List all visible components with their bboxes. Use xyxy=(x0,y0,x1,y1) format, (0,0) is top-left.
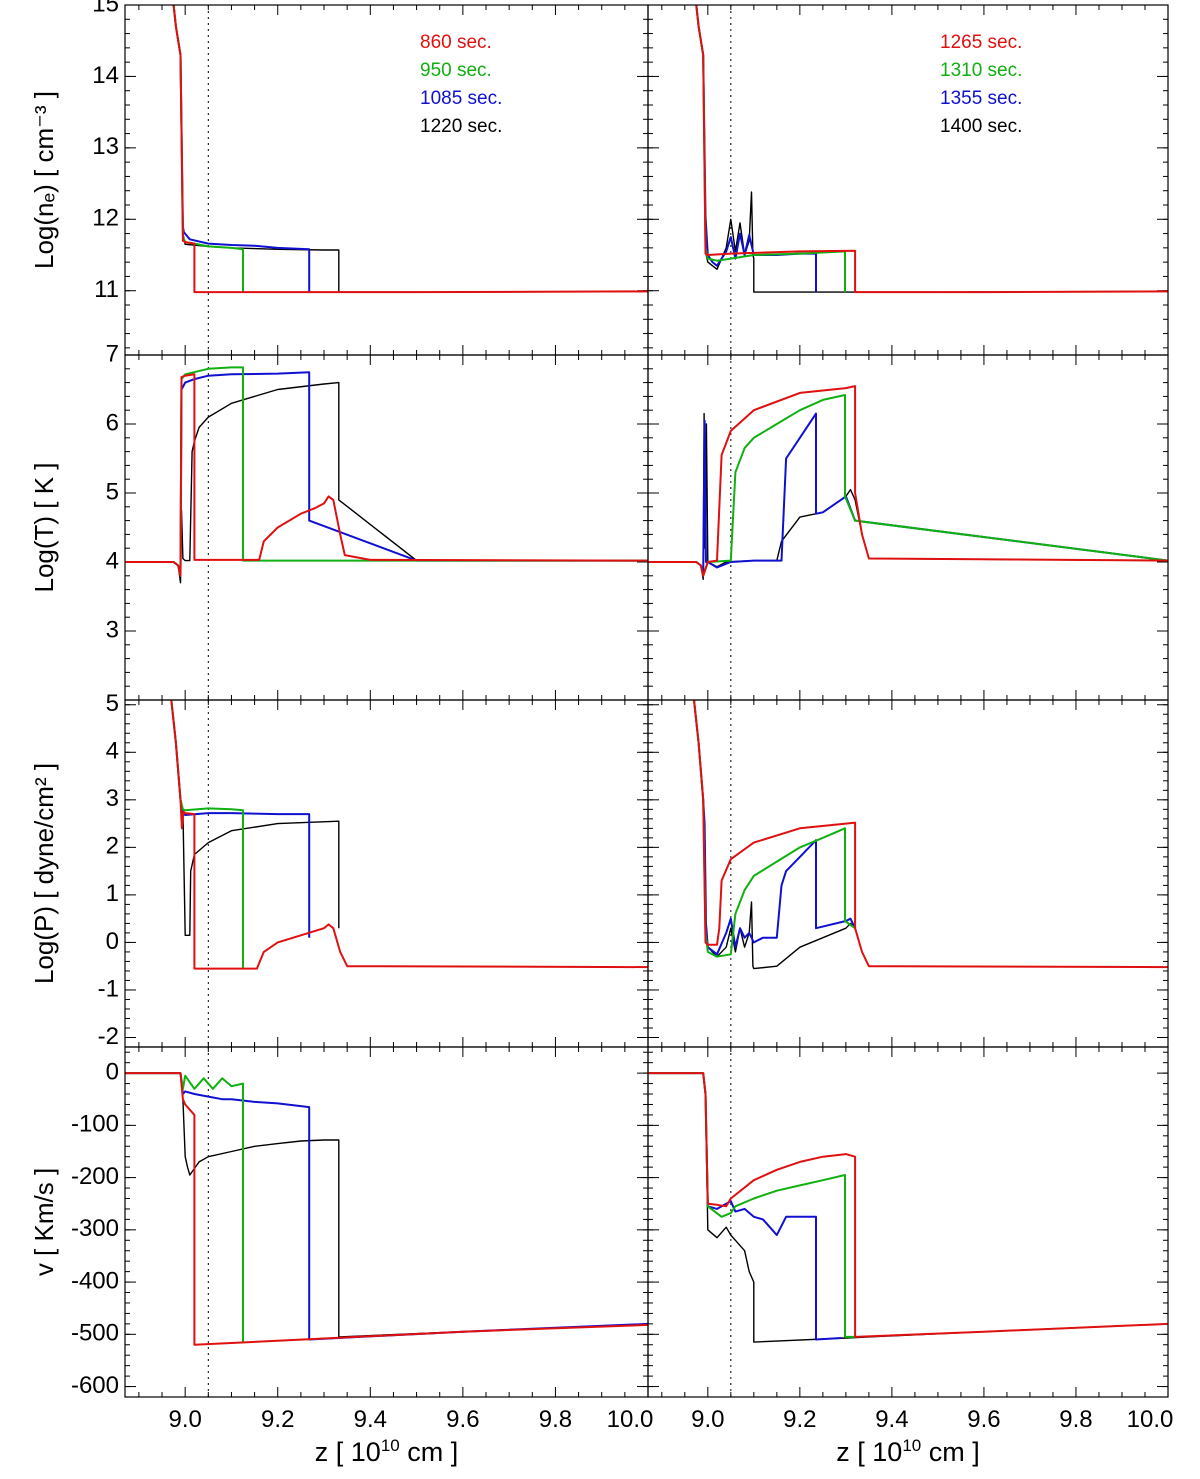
series-line-1265s xyxy=(693,700,1168,969)
series-line-1265s xyxy=(695,5,1168,294)
x-tick-label: 9.6 xyxy=(967,1406,1000,1433)
x-tick-label: 9.8 xyxy=(1059,1406,1092,1433)
y-tick-label: 0 xyxy=(106,1058,119,1085)
x-axis-title-exponent: 10 xyxy=(902,1436,921,1455)
y-tick-label: 13 xyxy=(92,133,119,160)
y-tick-label: -400 xyxy=(71,1267,119,1294)
y-axis-label-density: Log(nₑ) [ cm⁻³ ] xyxy=(29,91,59,269)
x-axis-title-main: z [ 10 xyxy=(836,1437,902,1467)
y-tick-label: 14 xyxy=(92,62,119,89)
y-tick-label: 5 xyxy=(106,478,119,505)
y-tick-label: 0 xyxy=(106,928,119,955)
x-tick-label: 9.6 xyxy=(446,1406,479,1433)
x-tick-label: 9.0 xyxy=(691,1406,724,1433)
y-tick-label: 7 xyxy=(106,340,119,367)
y-tick-label: 3 xyxy=(106,785,119,812)
series-line-860s xyxy=(172,5,648,294)
x-axis-title-main: z [ 10 xyxy=(315,1437,381,1467)
legend-entry: 860 sec. xyxy=(420,32,492,53)
legend-entry: 1400 sec. xyxy=(940,116,1022,137)
series-line-1265s xyxy=(648,1072,1168,1338)
x-tick-label: 9.4 xyxy=(875,1406,908,1433)
y-tick-label: 4 xyxy=(106,547,119,574)
legend-entry: 1220 sec. xyxy=(420,116,502,137)
x-tick-label: 9.0 xyxy=(168,1406,201,1433)
y-tick-label: -2 xyxy=(98,1023,119,1050)
x-tick-label: 10.0 xyxy=(1127,1406,1174,1433)
legend-entry: 1355 sec. xyxy=(940,88,1022,109)
y-axis-label-velocity: v [ Km/s ] xyxy=(29,1168,59,1276)
series-line-860s xyxy=(125,1072,648,1346)
legend-entry: 1085 sec. xyxy=(420,88,502,109)
x-axis-title-unit: cm ] xyxy=(400,1437,459,1467)
y-tick-label: 5 xyxy=(106,690,119,717)
y-axis-label-pressure: Log(P) [ dyne/cm² ] xyxy=(29,763,59,984)
legend-entry: 950 sec. xyxy=(420,60,492,81)
panel-pressure-left: -2 -1 0 1 2 3 4 5 xyxy=(98,690,649,1050)
legend-entry: 1265 sec. xyxy=(940,32,1022,53)
y-tick-label: 6 xyxy=(106,409,119,436)
panel-velocity-left: -600 -500 -400 -300 -200 -100 0 xyxy=(71,1046,649,1399)
x-axis-labels: 9.0 9.2 9.4 9.6 9.8 10.0z [ 1010 cm ]9.0 9.2 9.… xyxy=(168,1406,1173,1467)
panel-frame xyxy=(647,1046,1169,1398)
x-tick-label: 10.0 xyxy=(607,1406,654,1433)
series-line-1265s xyxy=(648,385,1168,577)
series-line-1220s xyxy=(125,1072,648,1338)
y-axis-label-temperature: Log(T) [ K ] xyxy=(29,462,59,592)
x-tick-label: 9.2 xyxy=(261,1406,294,1433)
x-axis-title-exponent: 10 xyxy=(381,1436,400,1455)
x-axis-title: z [ 1010 cm ] xyxy=(315,1436,458,1467)
y-tick-label: 3 xyxy=(106,616,119,643)
panel-pressure-right xyxy=(647,699,1169,1048)
x-tick-label: 9.8 xyxy=(539,1406,572,1433)
x-tick-label: 9.2 xyxy=(783,1406,816,1433)
y-tick-label: 4 xyxy=(106,738,119,765)
panel-temperature-right xyxy=(647,354,1169,701)
x-axis-title: z [ 1010 cm ] xyxy=(836,1436,979,1467)
y-tick-label: 15 xyxy=(92,0,119,17)
y-tick-label: 2 xyxy=(106,833,119,860)
x-axis-title-unit: cm ] xyxy=(921,1437,980,1467)
x-tick-label: 9.4 xyxy=(354,1406,387,1433)
y-tick-label: -1 xyxy=(98,975,119,1002)
y-tick-label: -200 xyxy=(71,1163,119,1190)
y-tick-label: -600 xyxy=(71,1372,119,1399)
legend-entry: 1310 sec. xyxy=(940,60,1022,81)
series-line-860s xyxy=(125,373,648,577)
y-tick-label: 12 xyxy=(92,205,119,232)
y-tick-label: -500 xyxy=(71,1320,119,1347)
panel-density-left: 11 12 13 14 15 860 sec. 950 sec. 1085 sec. 1220 … xyxy=(92,0,649,356)
y-tick-label: -300 xyxy=(71,1215,119,1242)
y-tick-label: 11 xyxy=(94,276,119,303)
y-tick-label: -100 xyxy=(71,1111,119,1138)
series-line-860s xyxy=(170,700,648,970)
panel-density-right: 1265 sec. 1310 sec. 1355 sec. 1400 sec. xyxy=(647,4,1169,356)
panel-velocity-right xyxy=(647,1046,1169,1398)
y-tick-label: 1 xyxy=(106,880,119,907)
